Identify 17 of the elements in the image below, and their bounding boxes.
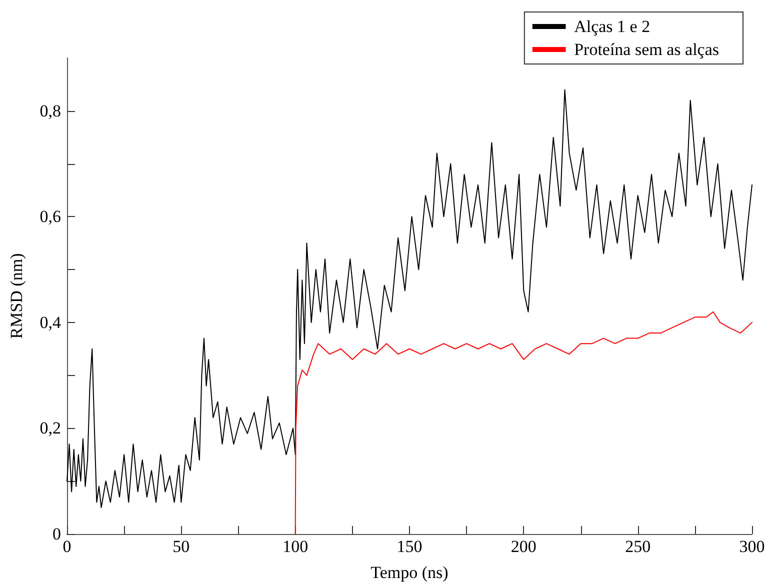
x-tick-label: 50: [172, 537, 190, 556]
x-tick-label: 300: [739, 537, 765, 556]
y-tick-label: 0,6: [40, 207, 61, 226]
x-axis-title: Tempo (ns): [370, 563, 448, 582]
line-series: [66, 89, 752, 508]
legend-label: Proteína sem as alças: [574, 40, 720, 59]
x-tick-label: 200: [510, 537, 536, 556]
y-tick-label: 0,8: [40, 101, 61, 120]
y-tick-label: 0,4: [40, 312, 62, 332]
x-tick-label: 250: [625, 537, 651, 556]
x-tick-label: 100: [282, 537, 308, 556]
x-tick-label: 150: [396, 537, 422, 556]
legend-label: Alças 1 e 2: [574, 17, 650, 36]
y-tick-label: 0,2: [40, 418, 61, 438]
y-axis-title: RMSD (nm): [7, 253, 26, 339]
y-tick-label: 0: [52, 524, 61, 544]
line-series: [294, 311, 752, 534]
